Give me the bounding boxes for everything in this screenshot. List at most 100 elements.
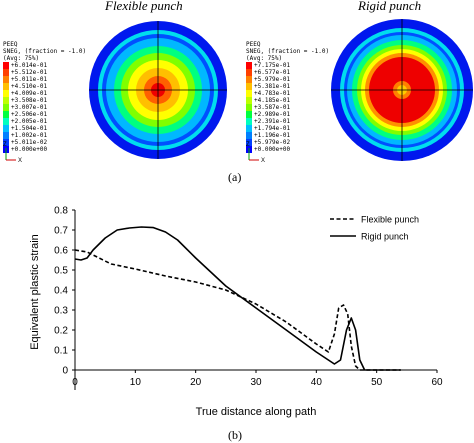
rigid-punch-contour xyxy=(331,19,473,161)
legend-swatch xyxy=(3,111,9,118)
legend-label: Rigid punch xyxy=(361,232,409,242)
legend-value: +1.196e-01 xyxy=(254,132,291,139)
legend-value: +4.783e-01 xyxy=(254,90,291,97)
legend-swatch xyxy=(246,83,252,90)
axis-z-label: Z xyxy=(3,142,7,148)
legend-value: +1.002e-01 xyxy=(11,132,48,139)
legend-value: +5.011e-01 xyxy=(11,76,48,83)
x-tick-label: 0 xyxy=(72,377,78,388)
y-tick-label: 0.3 xyxy=(54,306,68,317)
axis-triad-right: Z X xyxy=(246,142,265,164)
legend-header: PEEQ SNEG, (fraction = -1.0) (Avg: 75%) xyxy=(3,41,87,62)
legend-value: +3.007e-01 xyxy=(11,104,48,111)
legend-row: +6.014e-01 xyxy=(3,62,61,69)
flexible-punch-contour xyxy=(89,21,227,159)
legend-row: +4.510e-01 xyxy=(3,83,61,90)
chart-lines xyxy=(74,226,401,371)
series-line-flexible-punch xyxy=(74,249,401,371)
legend-row: +2.989e-01 xyxy=(246,111,306,118)
x-axis-label: True distance along path xyxy=(196,406,317,418)
legend-swatch xyxy=(3,76,9,83)
legend-swatch xyxy=(3,62,9,69)
legend-swatch xyxy=(246,125,252,132)
legend-swatch xyxy=(246,111,252,118)
y-tick-label: 0.7 xyxy=(54,226,68,237)
legend-value: +4.510e-01 xyxy=(11,83,48,90)
legend-swatch xyxy=(246,132,252,139)
legend-value: +0.000e+00 xyxy=(11,146,48,153)
strain-line-chart: 0 10 20 30 40 50 60 0 0.1 0.2 0.3 0.4 0.5 0.6 0.7 0.8 F… xyxy=(29,206,443,419)
legend-swatch xyxy=(246,139,252,146)
x-tick-label: 60 xyxy=(431,377,443,388)
legend-value: +5.011e-02 xyxy=(11,139,48,146)
legend-swatch xyxy=(246,62,252,69)
legend-row: +5.979e-01 xyxy=(246,76,306,83)
caption-a: (a) xyxy=(228,170,242,184)
y-axis-label: Equivalent plastic strain xyxy=(29,234,41,350)
legend-value: +1.794e-01 xyxy=(254,125,291,132)
chart-legend: Flexible punch Rigid punch xyxy=(330,215,419,242)
legend-row: +5.381e-01 xyxy=(246,83,306,90)
legend-row: +7.175e-01 xyxy=(246,62,306,69)
y-tick-label: 0.6 xyxy=(54,246,68,257)
legend-swatch xyxy=(246,76,252,83)
x-tick-label: 10 xyxy=(130,377,142,388)
legend-value: +2.506e-01 xyxy=(11,111,48,118)
legend-row: +3.007e-01 xyxy=(3,104,61,111)
legend-row: +2.005e-01 xyxy=(3,118,61,125)
legend-row: +3.587e-01 xyxy=(246,104,306,111)
legend-value: +6.014e-01 xyxy=(11,62,48,69)
legend-header: PEEQ SNEG, (fraction = -1.0) (Avg: 75%) xyxy=(246,41,330,62)
legend-value: +5.979e-02 xyxy=(254,139,291,146)
y-tick-label: 0.2 xyxy=(54,326,68,337)
legend-row: +6.577e-01 xyxy=(246,69,306,76)
legend-swatch xyxy=(3,90,9,97)
y-tick-label: 0.8 xyxy=(54,206,68,217)
legend-value: +7.175e-01 xyxy=(254,62,291,69)
axis-x-label: X xyxy=(18,158,22,164)
y-tick-label: 0.1 xyxy=(54,346,68,357)
legend-row: +1.504e-01 xyxy=(3,125,61,132)
rigid-punch-title: Rigid punch xyxy=(358,0,422,13)
legend-value: +0.000e+00 xyxy=(254,146,291,153)
legend-value: +4.009e-01 xyxy=(11,90,48,97)
legend-row: +4.185e-01 xyxy=(246,97,306,104)
legend-value: +3.508e-01 xyxy=(11,97,48,104)
legend-row: +2.391e-01 xyxy=(246,118,306,125)
legend-row: +1.196e-01 xyxy=(246,132,306,139)
caption-b: (b) xyxy=(228,428,242,442)
legend-value: +5.381e-01 xyxy=(254,83,291,90)
legend-row: +4.783e-01 xyxy=(246,90,306,97)
legend-swatch xyxy=(3,83,9,90)
legend-swatch xyxy=(3,132,9,139)
y-tick-label: 0.5 xyxy=(54,266,68,277)
legend-value: +2.391e-01 xyxy=(254,118,291,125)
legend-value: +2.005e-01 xyxy=(11,118,48,125)
legend-value: +5.979e-01 xyxy=(254,76,291,83)
legend-row: +5.512e-01 xyxy=(3,69,61,76)
legend-value: +6.577e-01 xyxy=(254,69,291,76)
rigid-contour-legend: PEEQ SNEG, (fraction = -1.0) (Avg: 75%) … xyxy=(246,41,330,153)
y-tick-label: 0 xyxy=(62,366,68,377)
flexible-contour-legend: PEEQ SNEG, (fraction = -1.0) (Avg: 75%) … xyxy=(3,41,87,153)
legend-row: +4.009e-01 xyxy=(3,90,61,97)
legend-swatch xyxy=(3,139,9,146)
x-tick-label: 30 xyxy=(250,377,262,388)
legend-value: +4.185e-01 xyxy=(254,97,291,104)
legend-row: +5.011e-01 xyxy=(3,76,61,83)
legend-value: +2.989e-01 xyxy=(254,111,291,118)
x-tick-label: 50 xyxy=(371,377,383,388)
legend-entries: +6.014e-01 +5.512e-01 +5.011e-01 +4.510e-01… xyxy=(3,62,61,153)
legend-swatch xyxy=(3,104,9,111)
legend-row: +5.979e-02 xyxy=(246,139,306,146)
legend-value: +5.512e-01 xyxy=(11,69,48,76)
legend-swatch xyxy=(246,97,252,104)
legend-swatch xyxy=(3,97,9,104)
series-line-rigid-punch xyxy=(74,226,401,371)
axis-x-label: X xyxy=(261,158,265,164)
legend-swatch xyxy=(246,118,252,125)
legend-value: +3.587e-01 xyxy=(254,104,291,111)
x-tick-label: 40 xyxy=(311,377,323,388)
legend-row: +3.508e-01 xyxy=(3,97,61,104)
y-tick-label: 0.4 xyxy=(54,286,68,297)
